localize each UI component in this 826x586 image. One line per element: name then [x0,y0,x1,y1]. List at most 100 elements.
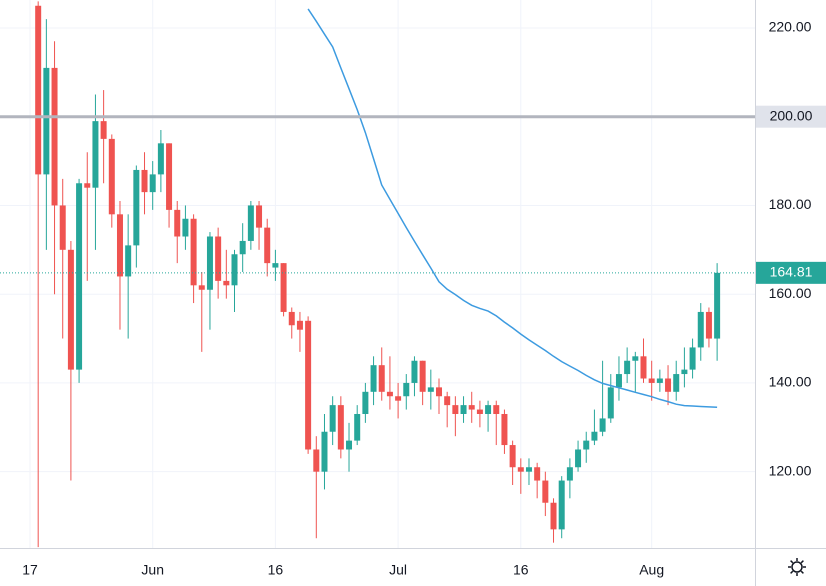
candle-body [468,405,475,410]
candle-body [640,356,647,379]
y-tick-label: 180.00 [769,196,812,212]
candle-body [566,467,573,481]
candle-body [599,418,606,432]
last-price-label: 164.81 [770,264,813,280]
candle-body [67,249,74,370]
moving-average [307,8,718,409]
candle-body [51,67,58,206]
candle-body [100,121,107,139]
candle-body [337,405,344,450]
candle-body [280,263,287,312]
candle-body [673,374,680,392]
settings-icon-ring [791,561,803,573]
candle-body [43,67,50,175]
candle-body [256,205,263,228]
candle-body [689,347,696,370]
x-tick-label: Aug [639,562,664,578]
y-tick-label: 160.00 [769,285,812,301]
x-tick-label: 17 [22,562,38,578]
candle-body [321,431,328,472]
hline-label-box [756,105,826,128]
candle-body [386,391,393,397]
axes: 120.00 140.00 160.00 180.00 220.00 17 Jun 16 Jul… [22,19,826,578]
candle-body [624,360,631,375]
candle-body [517,467,524,472]
candle-body [223,280,230,286]
grid [0,0,755,548]
candle-body [681,369,688,375]
candle-body [558,480,565,530]
candle-body [411,360,418,383]
candle-body [534,467,541,481]
x-tick-label: 16 [513,562,529,578]
candle-body [370,365,377,392]
candle-body [247,205,254,241]
candle-body [116,214,123,277]
candle-body [329,405,336,432]
candle-body [665,378,672,392]
hline-label: 200.00 [770,107,813,123]
candle-body [525,467,532,472]
settings-icon[interactable] [788,558,806,576]
candle-body [305,320,312,450]
candle-body [583,440,590,450]
candle-body [427,387,434,392]
candle-body [485,405,492,414]
y-tick-label: 220.00 [769,19,812,35]
candle-body [452,405,459,414]
candle-body [378,365,385,392]
candle-body [697,311,704,348]
x-tick-label: Jul [389,562,407,578]
x-tick-label: 16 [268,562,284,578]
candle-body [542,480,549,503]
candle-body [313,449,320,472]
candle-body [476,409,483,414]
candle-body [35,5,42,175]
candle-body [648,378,655,383]
candle-body [125,245,132,277]
candle-body [190,218,197,286]
candle-body [166,143,173,210]
candle-body [206,236,213,290]
candle-body [460,405,467,414]
candle-body [272,263,279,268]
candle-body [403,382,410,397]
candle-body [92,121,99,188]
candle-body [591,431,598,441]
candle-body [231,254,238,286]
candle-body [108,138,115,215]
candle-body [76,183,83,370]
candle-body [133,169,140,246]
candle-body [493,405,500,414]
candle-body [444,396,451,406]
candle-body [141,169,148,193]
candle-body [575,449,582,468]
candle-body [157,143,164,175]
candle-body [419,360,426,392]
candle-body [215,236,222,281]
candle-body [436,387,442,397]
candle-body [149,174,156,193]
candle-body [354,413,361,441]
candle-body [346,440,353,450]
candle-body [705,311,712,339]
y-tick-label: 140.00 [769,374,812,390]
candle-body [84,183,91,188]
candle-body [264,227,271,264]
candle-body [632,356,639,361]
candle-body [296,320,303,330]
candle-body [501,413,508,446]
candle-body [174,209,181,237]
candle-body [615,374,622,388]
settings-icon-spokes [788,558,806,576]
x-tick-label: Jun [141,562,164,578]
candle-body [288,311,295,326]
y-tick-label: 120.00 [769,462,812,478]
plot [0,1,755,548]
candle-body [607,387,614,419]
candle-body [59,205,66,250]
candle-body [509,445,516,468]
candle-body [239,240,246,255]
candle-body [714,272,721,339]
